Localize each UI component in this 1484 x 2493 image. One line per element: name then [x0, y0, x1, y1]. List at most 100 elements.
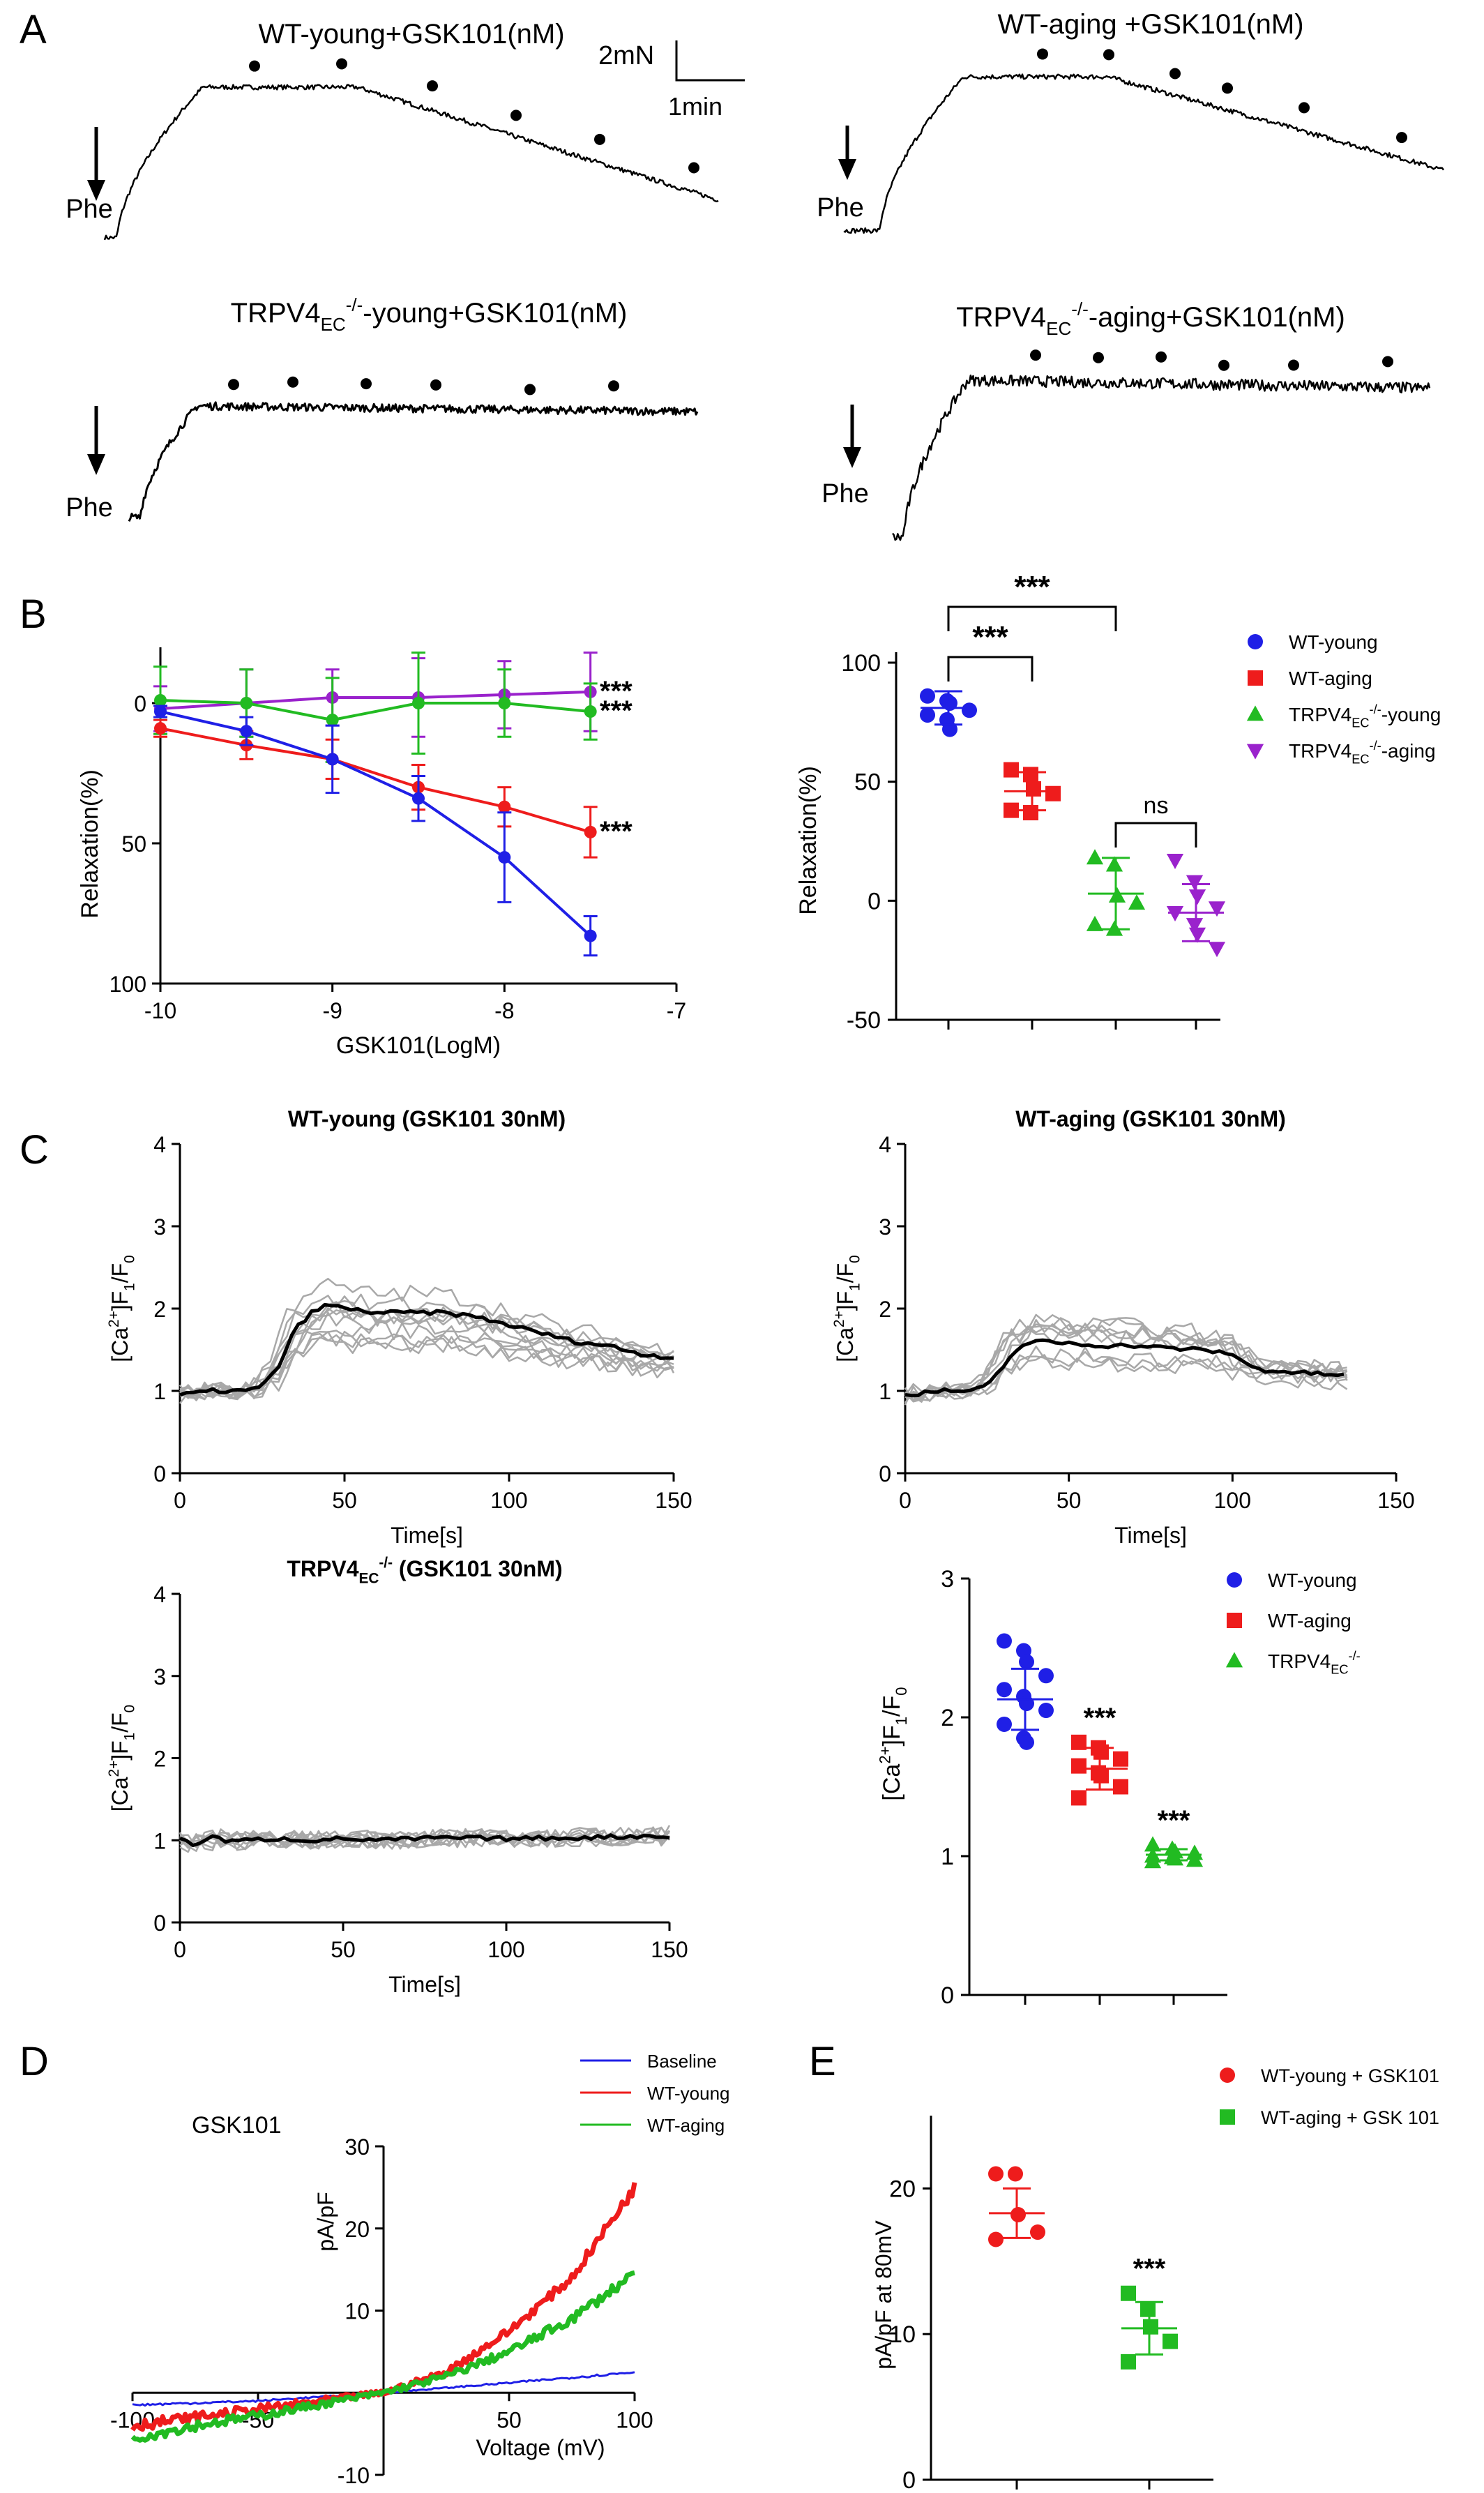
data-point	[1186, 1851, 1204, 1867]
y-tick-label: 1	[941, 1844, 954, 1870]
text-run: 2+	[876, 1746, 893, 1763]
data-point	[154, 722, 167, 735]
legend-marker	[1227, 1613, 1242, 1628]
panel-letter-e: E	[809, 2039, 836, 2084]
y-axis-label: Relaxation(%)	[795, 766, 821, 915]
legend-item: Baseline	[580, 2051, 717, 2072]
x-tick-label: 100	[490, 1488, 527, 1513]
text-run: [Ca	[107, 1777, 132, 1812]
x-axis-label: Time[s]	[391, 1523, 463, 1548]
arrow-head	[838, 159, 856, 180]
significance-bracket: ***	[947, 620, 1034, 681]
y-axis-label: [Ca2+]F1/F0	[876, 1687, 910, 1800]
x-tick-label: 150	[651, 1937, 688, 1962]
text-run: WT-aging + GSK 101	[1261, 2107, 1439, 2128]
data-point	[1026, 781, 1041, 797]
legend-marker	[1225, 1652, 1243, 1668]
scale-bar-force-label: 2mN	[598, 41, 654, 70]
data-point	[498, 800, 511, 813]
legend-label: WT-young	[1289, 631, 1378, 653]
group	[1004, 762, 1061, 821]
data-point	[584, 929, 597, 942]
text-run: TRPV4	[1289, 740, 1352, 762]
y-axis-label: [Ca2+]F1/F0	[106, 1705, 137, 1812]
addition-dot	[361, 378, 372, 390]
text-run: EC	[1046, 318, 1071, 339]
data-point	[1019, 1654, 1034, 1670]
text-run: WT-young+GSK101(nM)	[258, 19, 564, 50]
group: ***	[1071, 1703, 1128, 1806]
y-tick-label: 4	[879, 1132, 891, 1157]
data-point	[1188, 927, 1206, 943]
data-point	[154, 705, 167, 718]
text-run: EC	[1331, 1662, 1348, 1676]
text-run: TRPV4	[956, 302, 1046, 333]
legend-marker	[1248, 634, 1263, 649]
text-run: /F	[107, 1712, 132, 1732]
data-point	[1113, 1751, 1128, 1767]
text-run: WT-aging +GSK101(nM)	[997, 9, 1303, 40]
data-point	[1166, 906, 1184, 922]
legend-marker	[1220, 2109, 1235, 2125]
legend-item: WT-young	[1248, 631, 1378, 653]
data-point	[1105, 856, 1123, 872]
significance-label: ***	[1084, 1703, 1116, 1733]
text-run: ]F	[107, 1291, 132, 1311]
annotation-label: GSK101	[192, 2112, 282, 2139]
text-run: ]F	[107, 1740, 132, 1760]
x-tick-label: 50	[331, 1937, 356, 1962]
y-tick-label: 0	[153, 1461, 166, 1486]
text-run: 0	[122, 1705, 138, 1713]
data-point	[1188, 889, 1206, 905]
data-point	[988, 2166, 1004, 2182]
series	[153, 705, 598, 957]
mean-trace	[179, 1302, 674, 1397]
y-tick-label: 100	[841, 650, 881, 677]
data-point	[1108, 887, 1126, 903]
data-point	[1038, 1668, 1054, 1684]
y-tick-label: 3	[153, 1664, 166, 1689]
data-point	[1121, 2353, 1136, 2370]
y-tick-label: 0	[879, 1461, 891, 1486]
x-axis-label: Time[s]	[388, 1972, 461, 1997]
x-axis-label: GSK101(LogM)	[336, 1032, 501, 1059]
data-point	[920, 688, 935, 704]
y-tick-label: 0	[134, 691, 146, 716]
arrow-head	[87, 180, 105, 201]
x-axis-label: Voltage (mV)	[476, 2435, 605, 2460]
significance-label: ***	[600, 816, 633, 847]
legend-label: TRPV4EC-/-	[1268, 1649, 1361, 1677]
y-tick-label: 2	[941, 1705, 954, 1731]
text-run: -young+GSK101(nM)	[363, 298, 627, 329]
x-tick-label: -10	[144, 998, 176, 1023]
y-tick-label: 30	[344, 2134, 370, 2160]
group	[920, 688, 977, 737]
data-point	[412, 697, 425, 709]
addition-dot	[1156, 351, 1167, 363]
text-run: TRPV4	[287, 1556, 358, 1581]
addition-dot	[1103, 49, 1114, 61]
text-run: [Ca	[107, 1327, 132, 1362]
chart-c1: 0 1 2 3 4 0 50 100 150 WT-young (GSK101 30nM) Time…	[106, 1106, 692, 1548]
addition-dot	[688, 162, 699, 174]
y-tick-label: 3	[941, 1566, 954, 1592]
text-run: 0	[847, 1255, 863, 1263]
x-tick-label: 0	[174, 1488, 186, 1513]
text-run: -/-	[346, 294, 363, 315]
data-point	[1004, 802, 1019, 818]
text-run: WT-young	[1268, 1569, 1357, 1591]
data-point	[1143, 2319, 1158, 2335]
force-trace	[843, 73, 1445, 234]
data-point	[1128, 894, 1146, 910]
data-point	[1144, 1853, 1162, 1869]
legend-item: WT-young	[1227, 1569, 1357, 1591]
group	[1086, 849, 1146, 936]
addition-dot	[1222, 82, 1233, 94]
significance-label: ***	[600, 676, 633, 707]
text-run: EC	[1352, 752, 1369, 766]
addition-dot	[1396, 132, 1407, 144]
text-run: TRPV4	[231, 298, 321, 329]
stim-label: Phe	[817, 193, 864, 223]
data-point	[1186, 918, 1204, 934]
addition-dot	[1037, 48, 1048, 60]
